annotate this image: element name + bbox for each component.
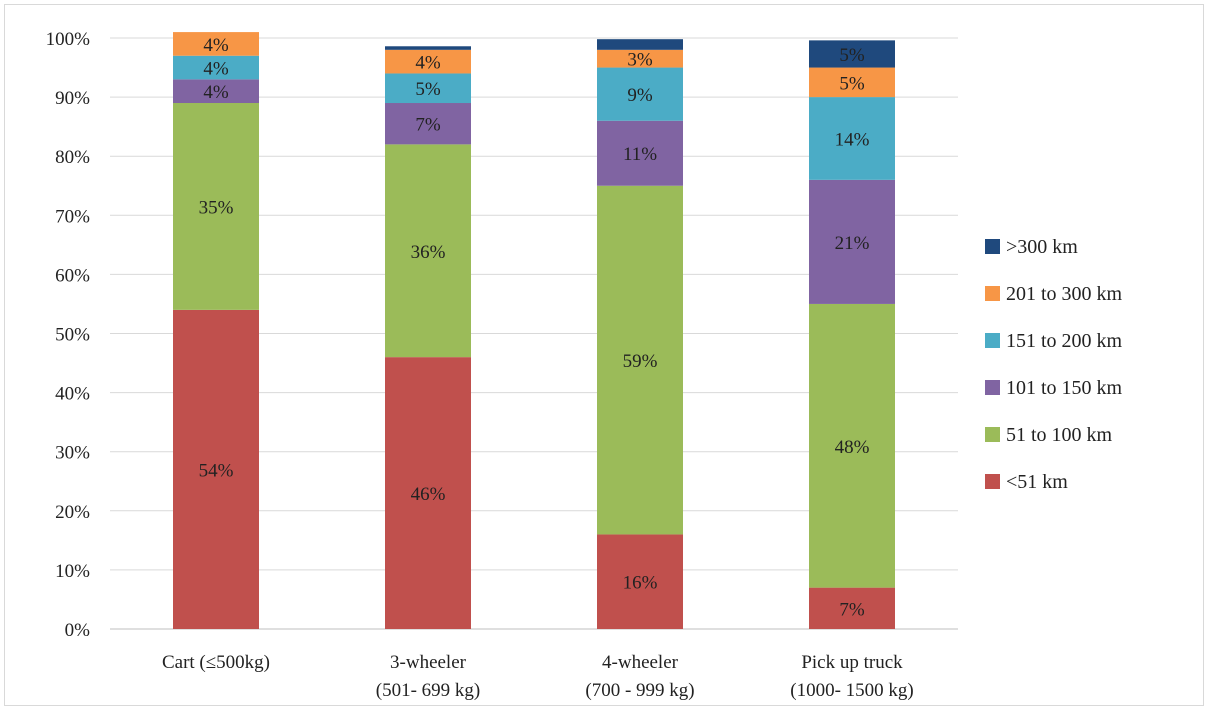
x-axis-categories: Cart (≤500kg) 3-wheeler (501- 699 kg) 4-whe… [162,652,914,701]
legend-label: 101 to 150 km [1006,377,1123,399]
x-category-label-line2: (501- 699 kg) [376,680,480,701]
bar-segment [809,97,895,180]
bar-segment [809,587,895,629]
bar-segment [809,179,895,304]
data-label: 9% [627,85,653,106]
data-label: 36% [411,242,446,263]
y-tick-label: 70% [55,206,90,227]
legend-swatch [985,239,1000,254]
data-label: 5% [415,79,441,100]
data-label: 35% [199,197,234,218]
data-label: 3% [627,50,653,71]
y-tick-label: 40% [55,384,90,405]
legend-swatch [985,474,1000,489]
legend-swatch [985,286,1000,301]
bar-segment [809,67,895,98]
bar-segment [173,309,259,629]
data-label: 54% [199,460,234,481]
data-label: 46% [411,484,446,505]
x-category-label: Pick up truck [801,652,903,673]
data-label: 5% [839,73,865,94]
bar-segment [173,103,259,310]
y-tick-label: 60% [55,265,90,286]
data-label: 4% [415,53,441,74]
y-tick-label: 50% [55,325,90,346]
data-label: 7% [839,599,865,620]
legend-label: 51 to 100 km [1006,424,1113,446]
data-label: 48% [835,437,870,458]
bar-segment [173,55,259,80]
bars [173,32,895,629]
data-label: 4% [203,35,229,56]
bar-segment [809,40,895,68]
y-axis-ticks: 0% 10% 20% 30% 40% 50% 60% 70% 80% 90% 100% [46,29,91,641]
y-tick-label: 30% [55,443,90,464]
bar-segment [385,46,471,50]
data-label: 59% [623,351,658,372]
bar-segment [809,303,895,588]
bar-segment [597,185,683,535]
bar-segment [385,144,471,358]
bar-segment [597,67,683,121]
bar-segment [173,79,259,104]
bar-segment [597,120,683,186]
bar-segment [597,534,683,629]
legend-swatch [985,333,1000,348]
x-category-label: 4-wheeler [602,652,679,673]
x-category-label-line2: (1000- 1500 kg) [790,680,913,701]
legend-label: 151 to 200 km [1006,330,1123,352]
bar-segment [385,49,471,74]
y-tick-label: 20% [55,502,90,523]
data-label: 7% [415,115,441,136]
bar-segment [597,49,683,68]
data-label: 5% [839,45,865,66]
x-category-label-line2: (700 - 999 kg) [585,680,694,701]
data-label: 21% [835,233,870,254]
legend-swatch [985,380,1000,395]
data-label: 11% [623,144,657,165]
legend-label: 201 to 300 km [1006,283,1123,305]
legend-swatch [985,427,1000,442]
y-tick-label: 0% [65,620,91,641]
legend: >300 km 201 to 300 km 151 to 200 km 101 to … [985,236,1123,493]
data-labels: 54%35%4%4%4%46%36%7%5%4%16%59%11%9%3%7%4… [199,35,870,620]
data-label: 16% [623,573,658,594]
legend-label: >300 km [1006,236,1078,258]
bar-segment [173,32,259,56]
y-tick-label: 80% [55,147,90,168]
bar-segment [385,357,471,629]
legend-label: <51 km [1006,471,1068,493]
x-category-label: 3-wheeler [390,652,467,673]
x-category-label: Cart (≤500kg) [162,652,270,673]
bar-segment [385,73,471,104]
data-label: 14% [835,129,870,150]
y-tick-label: 90% [55,88,90,109]
data-label: 4% [203,82,229,103]
bar-segment [385,103,471,145]
bar-segment [597,39,683,50]
y-tick-label: 10% [55,561,90,582]
y-tick-label: 100% [46,29,91,50]
data-label: 4% [203,59,229,80]
